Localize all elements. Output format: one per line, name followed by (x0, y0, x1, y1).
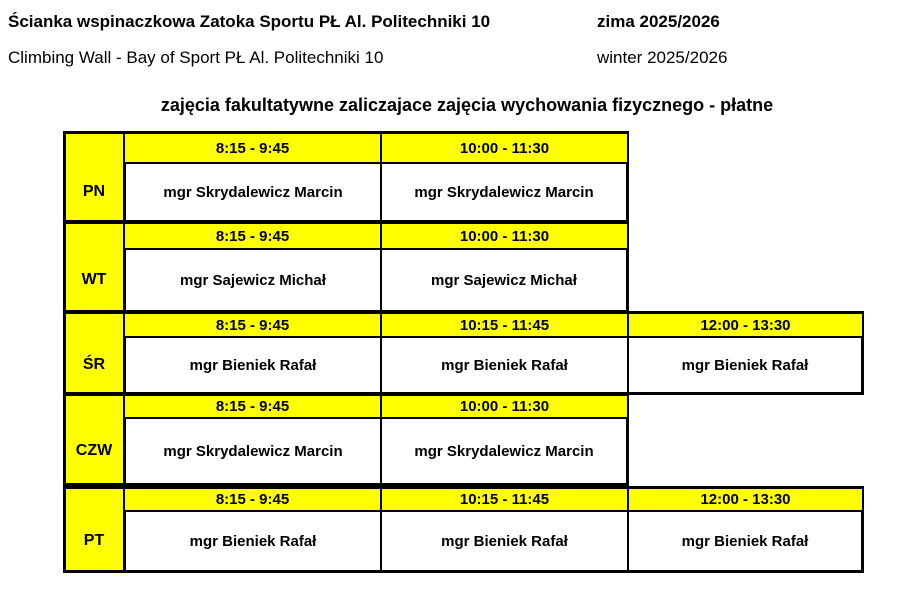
term-en: winter 2025/2026 (597, 48, 728, 67)
instructor-cell: mgr Bieniek Rafał (627, 336, 864, 395)
instructor-cell: mgr Skrydalewicz Marcin (380, 417, 629, 486)
instructor-cell: mgr Bieniek Rafał (123, 510, 382, 573)
instructor-cell: mgr Bieniek Rafał (627, 510, 864, 573)
time-slot: 8:15 - 9:45 (123, 221, 382, 250)
title-pl: Ścianka wspinaczkowa Zatoka Sportu PŁ Al… (8, 12, 491, 31)
instructor-cell: mgr Sajewicz Michał (123, 248, 382, 313)
time-slot: 8:15 - 9:45 (123, 486, 382, 512)
time-slot: 8:15 - 9:45 (123, 311, 382, 338)
instructor-cell: mgr Skrydalewicz Marcin (123, 417, 382, 486)
instructor-cell: mgr Skrydalewicz Marcin (380, 162, 629, 223)
instructor-cell: mgr Sajewicz Michał (380, 248, 629, 313)
time-slot: 8:15 - 9:45 (123, 131, 382, 164)
time-slot: 10:00 - 11:30 (380, 131, 629, 164)
time-slot: 10:00 - 11:30 (380, 221, 629, 250)
title-en: Climbing Wall - Bay of Sport PŁ Al. Poli… (8, 48, 384, 67)
day-label: PT (83, 531, 105, 549)
time-slot: 10:15 - 11:45 (380, 311, 629, 338)
day-label: WT (81, 270, 107, 288)
time-slot: 12:00 - 13:30 (627, 311, 864, 338)
instructor-cell: mgr Bieniek Rafał (380, 336, 629, 395)
time-slot: 10:00 - 11:30 (380, 393, 629, 419)
term-pl: zima 2025/2026 (597, 12, 720, 31)
instructor-cell: mgr Bieniek Rafał (380, 510, 629, 573)
day-label: CZW (75, 441, 113, 459)
time-slot: 8:15 - 9:45 (123, 393, 382, 419)
day-label: ŚR (82, 355, 106, 373)
instructor-cell: mgr Skrydalewicz Marcin (123, 162, 382, 223)
subtitle: zajęcia fakultatywne zaliczajace zajęcia… (160, 95, 774, 115)
time-slot: 12:00 - 13:30 (627, 486, 864, 512)
time-slot: 10:15 - 11:45 (380, 486, 629, 512)
instructor-cell: mgr Bieniek Rafał (123, 336, 382, 395)
day-label: PN (82, 182, 106, 200)
